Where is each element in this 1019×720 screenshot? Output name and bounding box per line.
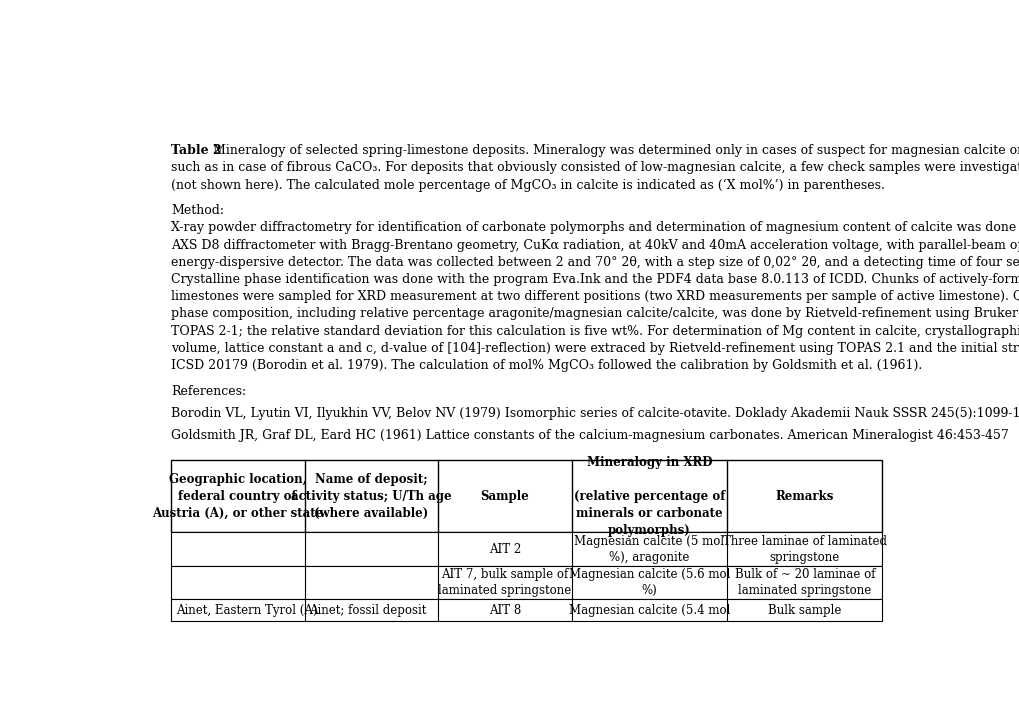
- Text: Name of deposit;
activity status; U/Th age
(where available): Name of deposit; activity status; U/Th a…: [290, 473, 451, 520]
- Bar: [171, 533, 881, 566]
- Text: such as in case of fibrous CaCO₃. For deposits that obviously consisted of low-m: such as in case of fibrous CaCO₃. For de…: [171, 161, 1019, 174]
- Text: References:: References:: [171, 384, 246, 397]
- Text: Sample: Sample: [480, 490, 529, 503]
- Text: Three laminae of laminated
springstone: Three laminae of laminated springstone: [722, 534, 886, 564]
- Text: X-ray powder diffractometry for identification of carbonate polymorphs and deter: X-ray powder diffractometry for identifi…: [171, 222, 1019, 235]
- Text: Table 2: Table 2: [171, 144, 221, 157]
- Text: Crystalline phase identification was done with the program Eva.Ink and the PDF4 : Crystalline phase identification was don…: [171, 273, 1019, 286]
- Bar: [171, 599, 881, 621]
- Bar: [171, 460, 881, 533]
- Text: limestones were sampled for XRD measurement at two different positions (two XRD : limestones were sampled for XRD measurem…: [171, 290, 1019, 303]
- Text: Remarks: Remarks: [774, 490, 834, 503]
- Text: Goldsmith JR, Graf DL, Eard HC (1961) Lattice constants of the calcium-magnesium: Goldsmith JR, Graf DL, Eard HC (1961) La…: [171, 429, 1008, 443]
- Text: Geographic location,
federal country of
Austria (A), or other state: Geographic location, federal country of …: [152, 473, 323, 520]
- Text: TOPAS 2-1; the relative standard deviation for this calculation is five wt%. For: TOPAS 2-1; the relative standard deviati…: [171, 325, 1019, 338]
- Text: Magnesian calcite (5.6 mol
%): Magnesian calcite (5.6 mol %): [569, 568, 730, 597]
- Text: volume, lattice constant a and c, d-value of [104]-reflection) were extraced by : volume, lattice constant a and c, d-valu…: [171, 342, 1019, 355]
- Text: Borodin VL, Lyutin VI, Ilyukhin VV, Belov NV (1979) Isomorphic series of calcite: Borodin VL, Lyutin VI, Ilyukhin VV, Belo…: [171, 407, 1019, 420]
- Bar: [171, 566, 881, 599]
- Text: ICSD 20179 (Borodin et al. 1979). The calculation of mol% MgCO₃ followed the cal: ICSD 20179 (Borodin et al. 1979). The ca…: [171, 359, 921, 372]
- Text: energy-dispersive detector. The data was collected between 2 and 70° 2θ, with a : energy-dispersive detector. The data was…: [171, 256, 1019, 269]
- Text: AIT 8: AIT 8: [488, 603, 521, 616]
- Text: Bulk of ~ 20 laminae of
laminated springstone: Bulk of ~ 20 laminae of laminated spring…: [734, 568, 874, 597]
- Text: Mineralogy in XRD

(relative percentage of
minerals or carbonate
polymorphs): Mineralogy in XRD (relative percentage o…: [574, 456, 725, 537]
- Text: (not shown here). The calculated mole percentage of MgCO₃ in calcite is indicate: (not shown here). The calculated mole pe…: [171, 179, 884, 192]
- Text: Method:: Method:: [171, 204, 224, 217]
- Text: Magnesian calcite (5.4 mol: Magnesian calcite (5.4 mol: [569, 603, 730, 616]
- Text: Ainet, Eastern Tyrol (A): Ainet, Eastern Tyrol (A): [175, 603, 317, 616]
- Text: Magnesian calcite (5 mol
%), aragonite: Magnesian calcite (5 mol %), aragonite: [574, 534, 723, 564]
- Text: phase composition, including relative percentage aragonite/magnesian calcite/cal: phase composition, including relative pe…: [171, 307, 1019, 320]
- Text: AXS D8 diffractometer with Bragg-Brentano geometry, CuKα radiation, at 40kV and : AXS D8 diffractometer with Bragg-Brentan…: [171, 238, 1019, 252]
- Text: AIT 7, bulk sample of
laminated springstone: AIT 7, bulk sample of laminated springst…: [438, 568, 571, 597]
- Text: Bulk sample: Bulk sample: [767, 603, 841, 616]
- Text: Mineralogy of selected spring-limestone deposits. Mineralogy was determined only: Mineralogy of selected spring-limestone …: [209, 144, 1019, 157]
- Text: Ainet; fossil deposit: Ainet; fossil deposit: [309, 603, 426, 616]
- Text: AIT 2: AIT 2: [488, 543, 521, 556]
